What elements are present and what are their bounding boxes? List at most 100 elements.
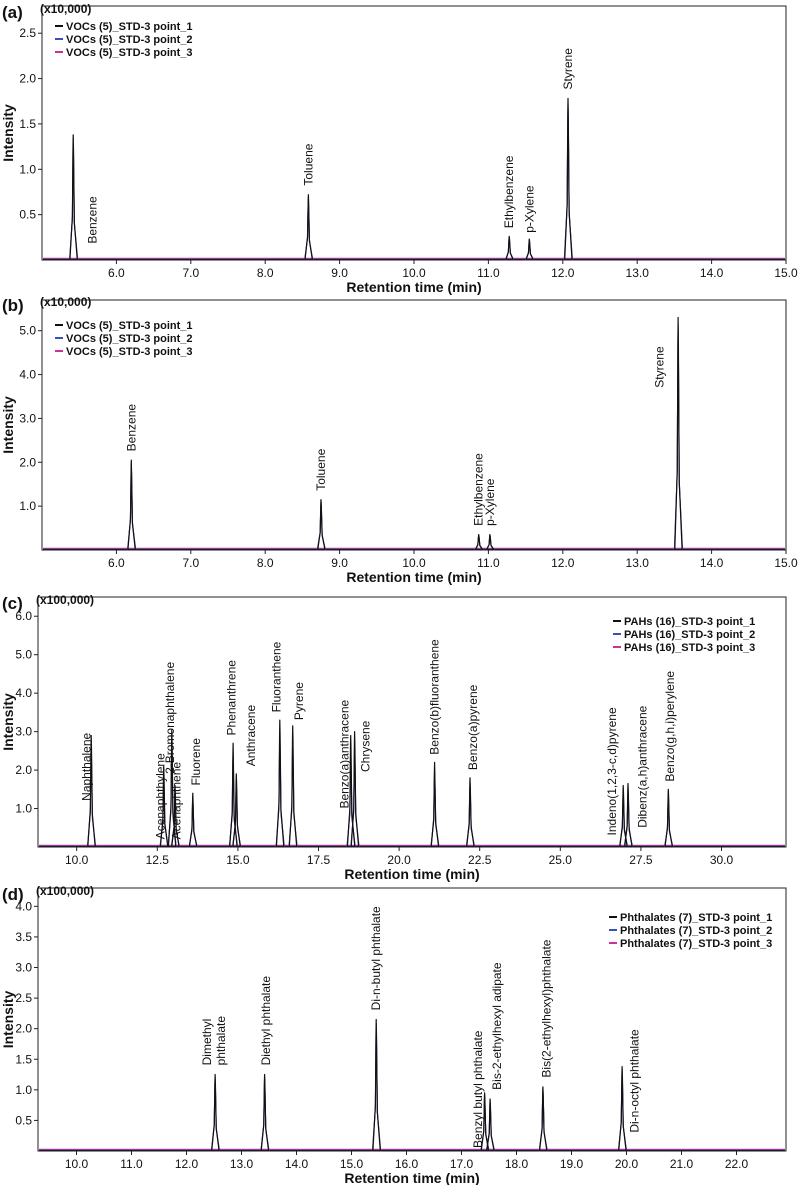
panel-letter: (d) bbox=[2, 885, 24, 904]
x-tick-label: 14.0 bbox=[700, 556, 724, 570]
x-tick-label: 30.0 bbox=[710, 853, 734, 867]
x-tick-label: 14.0 bbox=[285, 1157, 309, 1171]
peak-label: Indeno(1,2,3-c,d)pyrene bbox=[605, 707, 619, 835]
peak-label: Benzo(a)anthracene bbox=[337, 699, 351, 808]
peak-label: Toluene bbox=[301, 143, 315, 185]
legend-entry: Phthalates (7)_STD-3 point_3 bbox=[620, 938, 772, 950]
x-tick-label: 10.0 bbox=[402, 266, 426, 280]
peak-trace bbox=[304, 194, 313, 261]
x-tick-label: 19.0 bbox=[560, 1157, 584, 1171]
x-tick-label: 22.0 bbox=[725, 1157, 749, 1171]
x-tick-label: 25.0 bbox=[549, 853, 573, 867]
panel-letter: (c) bbox=[2, 594, 23, 613]
x-tick-label: 9.0 bbox=[331, 556, 348, 570]
y-tick-label: 4.0 bbox=[19, 368, 36, 382]
x-tick-label: 6.0 bbox=[108, 266, 125, 280]
x-axis-title: Retention time (min) bbox=[344, 866, 479, 882]
legend-entry: VOCs (5)_STD-3 point_1 bbox=[66, 21, 193, 33]
peak-label: Chrysene bbox=[358, 720, 372, 772]
x-tick-label: 14.0 bbox=[700, 266, 724, 280]
y-tick-label: 2.0 bbox=[15, 1022, 32, 1036]
x-tick-label: 13.0 bbox=[230, 1157, 254, 1171]
peak-trace bbox=[618, 1066, 627, 1152]
legend-entry: PAHs (16)_STD-3 point_3 bbox=[624, 642, 755, 654]
x-tick-label: 12.0 bbox=[551, 556, 575, 570]
x-axis-title: Retention time (min) bbox=[344, 1170, 479, 1185]
x-tick-label: 11.0 bbox=[120, 1157, 143, 1171]
peak-trace bbox=[350, 731, 360, 848]
x-tick-label: 12.5 bbox=[146, 853, 170, 867]
peak-label: Anthracene bbox=[244, 705, 258, 767]
legend-entry: VOCs (5)_STD-3 point_3 bbox=[66, 346, 193, 358]
x-tick-label: 15.0 bbox=[774, 556, 798, 570]
x-tick-label: 11.0 bbox=[477, 556, 500, 570]
x-tick-label: 15.0 bbox=[226, 853, 250, 867]
legend: Phthalates (7)_STD-3 point_1 Phthalates (… bbox=[609, 912, 772, 950]
x-tick-label: 13.0 bbox=[626, 556, 650, 570]
plot-frame bbox=[37, 596, 787, 848]
peak-trace bbox=[430, 761, 440, 848]
peak-label: Fluorene bbox=[189, 738, 203, 786]
legend-entry: VOCs (5)_STD-3 point_3 bbox=[66, 47, 193, 59]
peak-trace bbox=[474, 534, 484, 551]
y-tick-label: 1.0 bbox=[19, 499, 36, 513]
peak-label: Benzo(b)fluoranthene bbox=[428, 639, 442, 755]
x-tick-label: 12.0 bbox=[551, 266, 575, 280]
peak-label: Benzene bbox=[86, 196, 100, 244]
peak-trace bbox=[486, 1098, 495, 1152]
y-tick-label: 1.0 bbox=[15, 1083, 32, 1097]
peak-trace bbox=[485, 534, 495, 551]
peak-label: Bis-2-ethylhexyl adipate bbox=[490, 962, 504, 1090]
peak-label: Ethylbenzene bbox=[472, 453, 486, 526]
x-tick-label: 20.0 bbox=[387, 853, 411, 867]
legend-entry: VOCs (5)_STD-3 point_2 bbox=[66, 34, 193, 46]
peak-label: Styrene bbox=[561, 48, 575, 90]
peak-label: p-Xylene bbox=[522, 185, 536, 233]
chart-panel-b: (b) (x10,000) 1.0 2.0 3.0 4.0 5.0 6.0 7.0 8.0 9.0 1… bbox=[0, 295, 798, 585]
peak-trace bbox=[525, 238, 534, 261]
peak-label: Bis(2-ethylhexyl)phthalate bbox=[540, 939, 554, 1077]
peak-label: Naphthalene bbox=[79, 732, 93, 800]
chart-panel-d: (d) (x100,000) 0.5 1.0 1.5 2.0 2.5 3.0 3.5 4.0 10.… bbox=[0, 884, 787, 1185]
x-tick-label: 12.0 bbox=[175, 1157, 199, 1171]
x-tick-label: 10.0 bbox=[402, 556, 426, 570]
y-tick-label: 5.0 bbox=[19, 324, 36, 338]
peak-label: Di-n-octyl phthalate bbox=[628, 1029, 642, 1133]
peak-label: Pyrene bbox=[292, 682, 306, 720]
peak-trace bbox=[69, 134, 78, 261]
x-tick-label: 7.0 bbox=[182, 266, 199, 280]
legend-entry: VOCs (5)_STD-3 point_2 bbox=[66, 333, 193, 345]
panel-letter: (b) bbox=[2, 296, 24, 315]
peak-trace bbox=[564, 97, 573, 261]
peak-trace bbox=[127, 459, 136, 551]
peak-trace bbox=[211, 1073, 220, 1152]
y-tick-label: 1.5 bbox=[19, 117, 36, 131]
x-tick-label: 10.0 bbox=[65, 853, 89, 867]
y-tick-label: 0.5 bbox=[15, 1113, 32, 1127]
peak-trace bbox=[480, 1092, 490, 1152]
peak-label: Benzo(a)pyrene bbox=[466, 684, 480, 770]
y-tick-label: 1.0 bbox=[15, 802, 32, 816]
peak-label: p-Xylene bbox=[483, 478, 497, 526]
y-tick-label: 6.0 bbox=[15, 609, 32, 623]
x-tick-label: 11.0 bbox=[477, 266, 500, 280]
peak-label: Toluene bbox=[314, 448, 328, 490]
y-tick-label: 2.0 bbox=[19, 72, 36, 86]
peak-trace bbox=[317, 499, 326, 551]
peak-label: Benzo(g,h,i)perylene bbox=[663, 671, 677, 782]
peak-trace bbox=[260, 1073, 270, 1152]
peak-label: Acenaphthylene bbox=[154, 753, 168, 839]
x-tick-label: 15.0 bbox=[340, 1157, 364, 1171]
legend-entry: Phthalates (7)_STD-3 point_1 bbox=[620, 912, 772, 924]
peak-trace bbox=[624, 782, 633, 848]
x-tick-label: 18.0 bbox=[505, 1157, 529, 1171]
x-tick-label: 6.0 bbox=[108, 556, 125, 570]
peak-label: Benzene bbox=[124, 404, 138, 452]
x-tick-label: 15.0 bbox=[774, 266, 798, 280]
peak-trace bbox=[538, 1086, 548, 1152]
y-axis-title: Intensity bbox=[0, 991, 16, 1049]
peak-trace bbox=[505, 235, 514, 261]
